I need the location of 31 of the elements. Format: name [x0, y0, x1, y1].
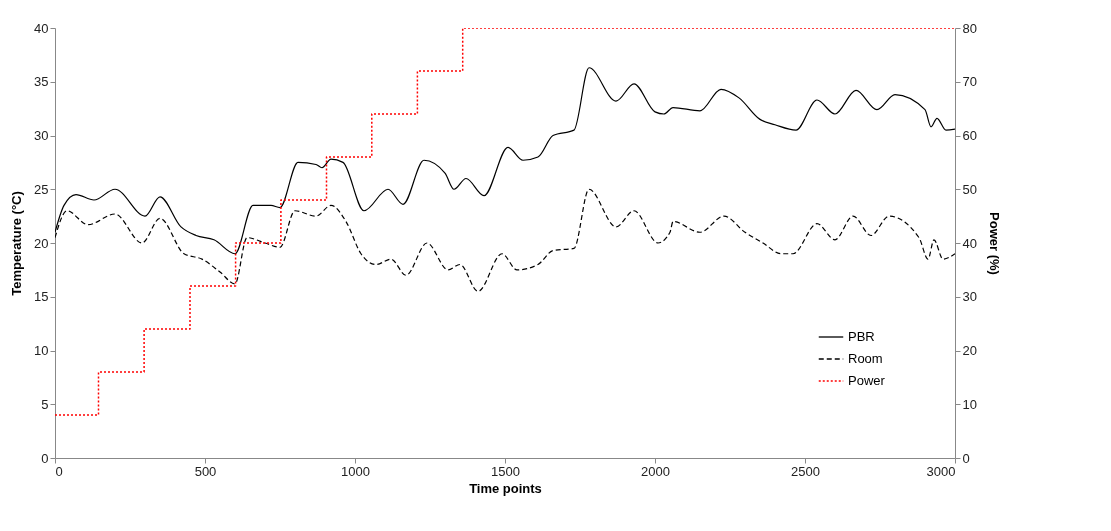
- y-tick-label: 30: [34, 128, 49, 143]
- y-tick-label: 15: [34, 289, 49, 305]
- y2-tick-label: 50: [962, 181, 977, 197]
- y2-tick-label: 10: [962, 396, 977, 412]
- x-tick-label: 2500: [791, 463, 820, 479]
- x-tick-label: 1000: [341, 463, 370, 479]
- x-tick-label: 0: [55, 463, 63, 479]
- legend-label: PBR: [848, 329, 875, 344]
- y2-axis-title: Power (%): [986, 212, 1002, 275]
- x-tick-label: 2000: [641, 463, 670, 479]
- y-tick-label: 35: [34, 74, 49, 90]
- y-tick-label: 25: [34, 181, 49, 197]
- y2-tick-label: 30: [962, 289, 977, 305]
- x-tick-label: 500: [194, 463, 217, 479]
- legend-label: Room: [848, 351, 883, 366]
- y2-tick-label: 0: [962, 450, 970, 466]
- x-tick-label: 3000: [926, 463, 956, 479]
- y2-tick-label: 60: [962, 128, 977, 143]
- y2-tick-label: 20: [962, 343, 977, 358]
- y2-tick-label: 40: [962, 235, 977, 251]
- y2-tick-label: 70: [962, 74, 977, 90]
- y-tick-label: 5: [41, 396, 49, 412]
- legend-label: Power: [848, 373, 886, 388]
- y-tick-label: 20: [34, 235, 49, 251]
- y-tick-label: 0: [41, 450, 49, 466]
- y-tick-label: 40: [34, 20, 49, 36]
- x-tick-label: 1500: [491, 463, 520, 479]
- y-tick-label: 10: [34, 343, 49, 358]
- y2-tick-label: 80: [962, 20, 977, 36]
- y-axis-title: Temperature (°C): [9, 191, 25, 296]
- x-axis-title: Time points: [469, 480, 542, 496]
